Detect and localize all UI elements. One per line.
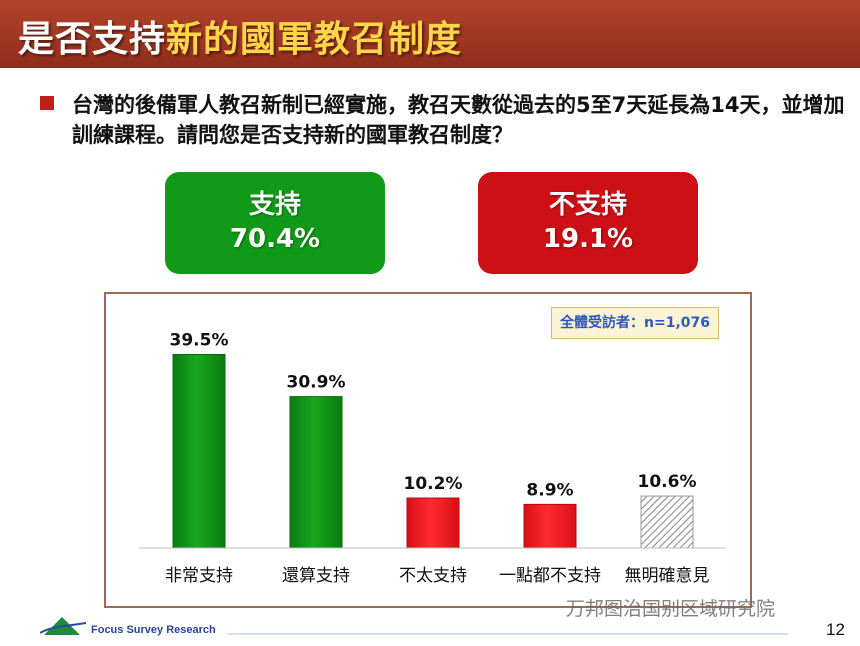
bar-5	[640, 495, 694, 549]
support-summary-value: 70.4%	[229, 224, 321, 254]
title-prefix: 是否支持	[18, 19, 167, 60]
oppose-summary-box: 不支持 19.1%	[478, 172, 698, 274]
bar-1	[172, 353, 226, 549]
chart-frame: 39.5% 非常支持 30.9% 還算支持 10.2% 不太支持 8.9% 一點都不支持 10.…	[104, 292, 752, 608]
bar-4	[523, 503, 577, 549]
bar-2	[289, 396, 343, 549]
page-number: 12	[826, 620, 845, 639]
footer-divider	[228, 633, 788, 635]
support-summary-box: 支持 70.4%	[165, 172, 385, 274]
bar-chart: 39.5% 非常支持 30.9% 還算支持 10.2% 不太支持 8.9% 一點都不支持 10.…	[139, 330, 726, 586]
bar-value-label-1: 39.5%	[170, 330, 229, 350]
category-label-2: 還算支持	[282, 566, 350, 586]
oppose-summary-label: 不支持	[548, 190, 627, 220]
bar-value-label-4: 8.9%	[526, 480, 573, 500]
survey-question: 台灣的後備軍人教召新制已經實施，教召天數從過去的5至7天延長為14天，並增加訓練…	[36, 90, 846, 150]
footer-brand: Focus Survey Research	[91, 624, 216, 636]
support-summary-label: 支持	[248, 190, 301, 220]
bar-value-label-2: 30.9%	[287, 373, 346, 393]
title-bar: 是否支持新的國軍教召制度	[0, 0, 860, 68]
question-text: 台灣的後備軍人教召新制已經實施，教召天數從過去的5至7天延長為14天，並增加訓練…	[72, 93, 845, 147]
focus-logo-icon	[40, 617, 86, 635]
category-label-5: 無明確意見	[625, 566, 710, 586]
title-highlight: 新的國軍教召制度	[166, 19, 463, 60]
bar-value-label-3: 10.2%	[404, 474, 463, 494]
page-title: 是否支持新的國軍教召制度	[18, 10, 462, 62]
bar-value-label-5: 10.6%	[638, 472, 697, 492]
bar-3	[406, 497, 460, 549]
sample-size-note: 全體受訪者：n=1,076	[551, 307, 719, 339]
bullet-square-icon	[40, 96, 54, 110]
category-label-3: 不太支持	[399, 566, 467, 586]
oppose-summary-value: 19.1%	[542, 224, 634, 254]
category-label-1: 非常支持	[165, 566, 233, 586]
watermark: 万邦图治国别区域研究院	[566, 598, 776, 620]
bars-layer: 39.5% 非常支持 30.9% 還算支持 10.2% 不太支持 8.9% 一點都不支持 10.…	[165, 330, 710, 586]
category-label-4: 一點都不支持	[499, 566, 601, 586]
